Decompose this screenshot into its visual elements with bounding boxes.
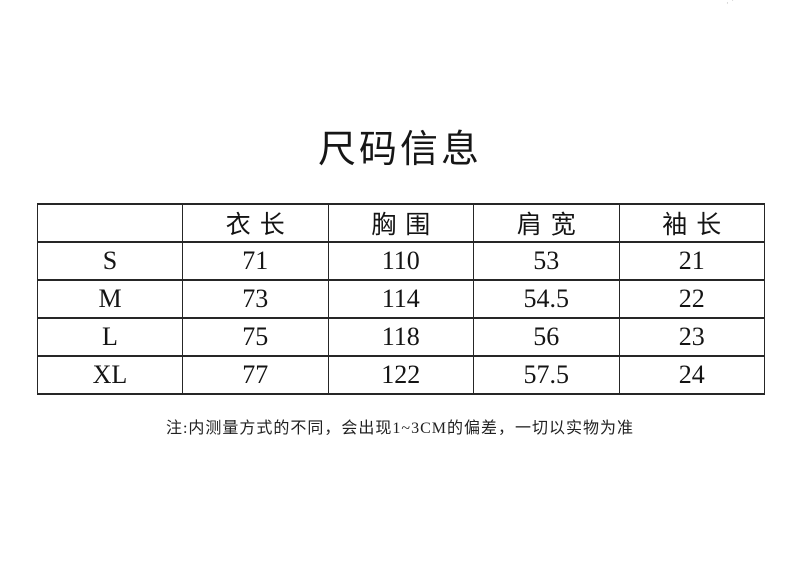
value-cell: 118 xyxy=(327,317,474,357)
value-cell: 21 xyxy=(618,241,765,281)
value-cell: 77 xyxy=(182,355,329,395)
size-cell: L xyxy=(37,317,183,357)
value-cell: 54.5 xyxy=(473,279,620,319)
column-header-blank xyxy=(37,203,183,243)
size-cell: S xyxy=(37,241,183,281)
table-header-row: 衣长 胸围 肩宽 袖长 xyxy=(37,203,765,243)
measurement-note: 注:内测量方式的不同，会出现1~3CM的偏差，一切以实物为准 xyxy=(165,420,634,437)
value-cell: 71 xyxy=(182,241,329,281)
table-row-xl: XL 77 122 57.5 24 xyxy=(37,355,765,395)
column-header-chest: 胸围 xyxy=(327,203,474,243)
value-cell: 114 xyxy=(327,279,474,319)
table-row-s: S 71 110 53 21 xyxy=(37,241,765,281)
value-cell: 110 xyxy=(327,241,474,281)
column-header-shoulder: 肩宽 xyxy=(473,203,620,243)
column-header-garment-length: 衣长 xyxy=(182,203,329,243)
corner-artifact: ·′ xyxy=(726,0,737,9)
value-cell: 57.5 xyxy=(473,355,620,395)
size-cell: M xyxy=(37,279,183,319)
value-cell: 24 xyxy=(618,355,765,395)
table-row-m: M 73 114 54.5 22 xyxy=(37,279,765,319)
value-cell: 75 xyxy=(182,317,329,357)
value-cell: 23 xyxy=(618,317,765,357)
size-cell: XL xyxy=(37,355,183,395)
table-row-l: L 75 118 56 23 xyxy=(37,317,765,357)
column-header-sleeve: 袖长 xyxy=(618,203,765,243)
value-cell: 56 xyxy=(473,317,620,357)
value-cell: 22 xyxy=(618,279,765,319)
value-cell: 73 xyxy=(182,279,329,319)
value-cell: 122 xyxy=(327,355,474,395)
size-table: 衣长 胸围 肩宽 袖长 S 71 110 53 21 M 73 114 54.5… xyxy=(37,203,765,395)
page-title: 尺码信息 xyxy=(317,129,482,171)
value-cell: 53 xyxy=(473,241,620,281)
